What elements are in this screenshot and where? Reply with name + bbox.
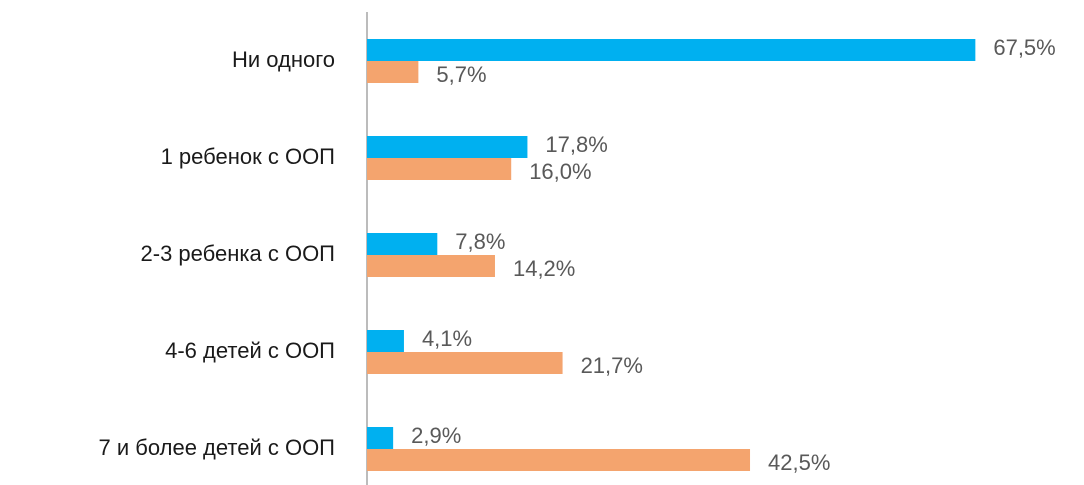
bar [367, 255, 495, 277]
bar [367, 136, 528, 158]
bar [367, 39, 976, 61]
bar [367, 158, 512, 180]
bar [367, 233, 438, 255]
value-label: 16,0% [529, 159, 591, 184]
value-label: 42,5% [768, 450, 830, 475]
value-label: 2,9% [411, 423, 461, 448]
value-label: 17,8% [545, 132, 607, 157]
value-label: 67,5% [993, 35, 1055, 60]
bar [367, 61, 419, 83]
value-label: 5,7% [436, 62, 486, 87]
value-label: 21,7% [581, 353, 643, 378]
category-label: Ни одного [232, 47, 335, 72]
bar [367, 427, 394, 449]
category-label: 7 и более детей с ООП [99, 435, 335, 460]
bar [367, 330, 404, 352]
category-label: 2-3 ребенка с ООП [141, 241, 335, 266]
value-label: 4,1% [422, 326, 472, 351]
category-label: 1 ребенок с ООП [161, 144, 335, 169]
bar [367, 449, 751, 471]
category-label: 4-6 детей с ООП [165, 338, 335, 363]
value-label: 14,2% [513, 256, 575, 281]
value-label: 7,8% [455, 229, 505, 254]
bar [367, 352, 563, 374]
